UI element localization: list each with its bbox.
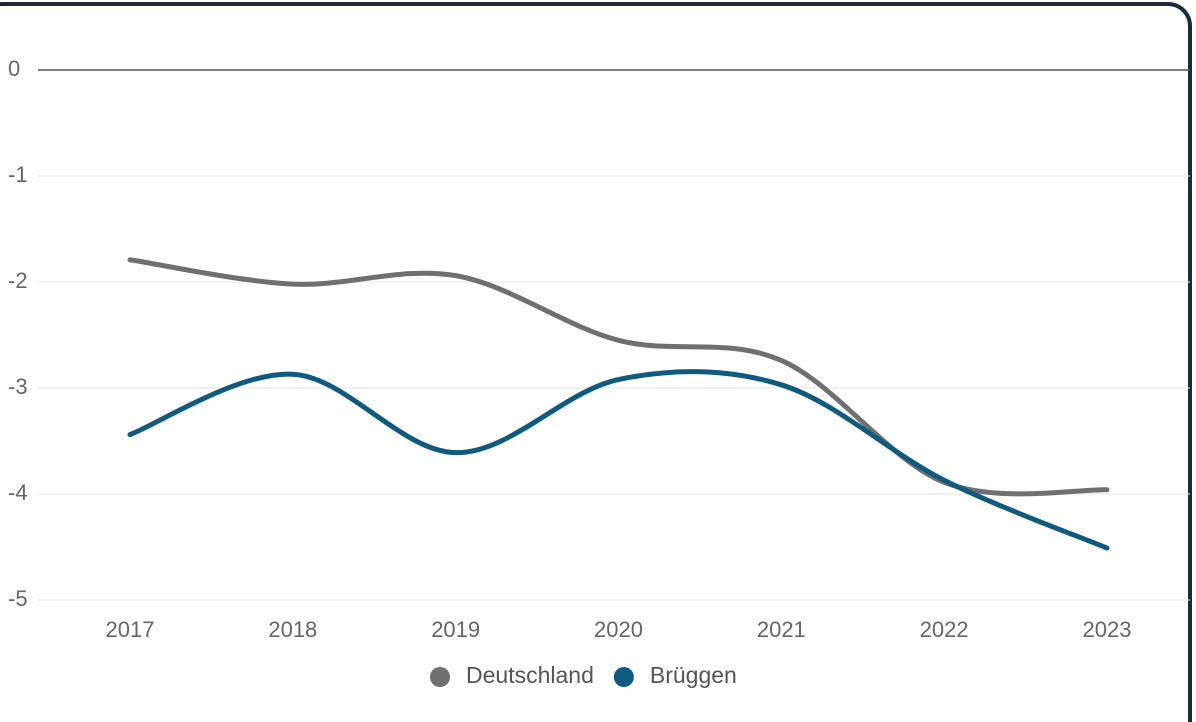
y-tick-label: -3	[8, 374, 28, 399]
y-tick-label: 0	[8, 56, 20, 81]
x-tick-label: 2019	[431, 617, 480, 642]
x-tick-label: 2018	[268, 617, 317, 642]
legend-marker	[613, 667, 634, 687]
x-tick-label: 2023	[1083, 617, 1132, 642]
line-series	[127, 369, 1110, 551]
x-tick-label: 2022	[920, 617, 969, 642]
x-tick-label: 2017	[106, 617, 155, 642]
y-tick-label: -1	[8, 162, 28, 187]
x-tick-label: 2020	[594, 617, 643, 642]
legend-label: Brüggen	[650, 662, 737, 688]
legend-label: Deutschland	[466, 662, 594, 688]
y-tick-label: -4	[8, 480, 28, 505]
x-tick-label: 2021	[757, 617, 806, 642]
y-tick-label: -2	[8, 268, 28, 293]
y-tick-label: -5	[8, 586, 28, 611]
legend-marker	[430, 667, 450, 687]
